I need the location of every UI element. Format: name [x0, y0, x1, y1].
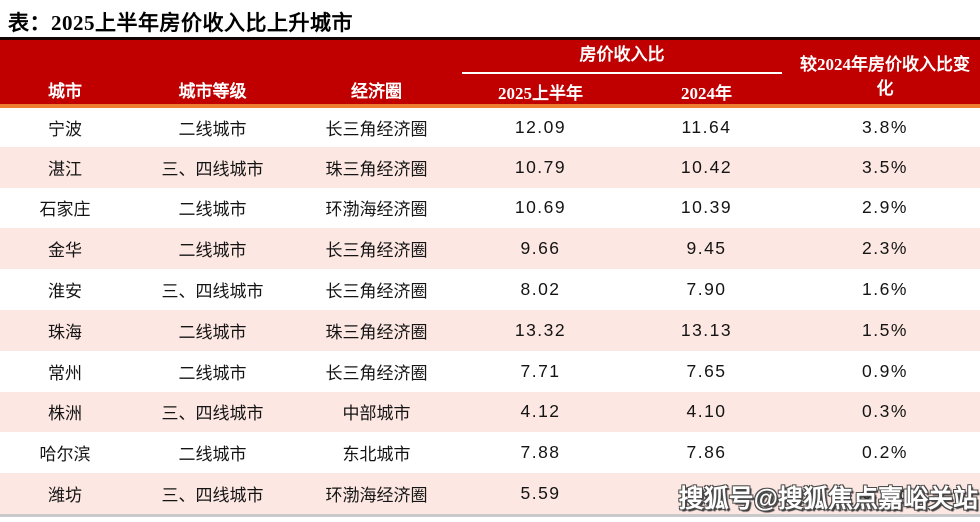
cell-ratio-2025: 4.12 [520, 401, 561, 422]
col-header-tier: 城市等级 [130, 40, 295, 108]
cell-city: 湛江 [48, 159, 82, 179]
table-row: 常州 二线城市 长三角经济圈 7.71 7.65 0.9% [0, 350, 980, 392]
cell-region: 长三角经济圈 [325, 282, 428, 302]
cell-ratio-2024: 13.13 [680, 319, 733, 340]
cell-tier: 三、四线城市 [161, 404, 264, 424]
change-header-label: 较2024年房价收入比变化 [800, 54, 970, 99]
table-title: 表：2025上半年房价收入比上升城市 [8, 11, 353, 35]
cell-region: 中部城市 [342, 404, 411, 424]
cell-tier: 三、四线城市 [161, 486, 264, 506]
cell-ratio-2025: 12.09 [514, 116, 567, 137]
data-table: 城市 城市等级 经济圈 房价收入比 较2024年房价收入比变化 2025上半年 … [0, 40, 980, 514]
cell-ratio-2024: 7.90 [686, 279, 727, 300]
table-row: 潍坊 三、四线城市 环渤海经济圈 5.59 5.58 0.2% [0, 473, 980, 514]
cell-ratio-2024: 10.39 [680, 197, 733, 218]
col-header-city: 城市 [0, 40, 130, 108]
table-row: 哈尔滨 二线城市 东北城市 7.88 7.86 0.2% [0, 432, 980, 474]
cell-change: 0.2% [862, 483, 908, 504]
cell-city: 宁波 [48, 119, 82, 139]
table-bottom-divider [0, 513, 980, 517]
ratio-group-label: 房价收入比 [462, 40, 782, 74]
table-body: 宁波 二线城市 长三角经济圈 12.09 11.64 3.8% 湛江 三、四线城… [0, 106, 980, 514]
table-row: 金华 二线城市 长三角经济圈 9.66 9.45 2.3% [0, 228, 980, 270]
cell-change: 2.3% [862, 238, 908, 259]
table-row: 石家庄 二线城市 环渤海经济圈 10.69 10.39 2.9% [0, 187, 980, 229]
cell-ratio-2024: 7.86 [686, 442, 727, 463]
cell-region: 珠三角经济圈 [325, 159, 428, 179]
cell-city: 淮安 [48, 282, 82, 302]
cell-change: 3.5% [862, 156, 908, 177]
cell-change: 0.9% [862, 360, 908, 381]
cell-region: 长三角经济圈 [325, 363, 428, 383]
cell-ratio-2025: 13.32 [514, 319, 567, 340]
cell-change: 1.6% [862, 279, 908, 300]
cell-ratio-2025: 7.88 [520, 442, 561, 463]
cell-city: 哈尔滨 [39, 445, 91, 465]
cell-city: 株洲 [48, 404, 82, 424]
cell-region: 环渤海经济圈 [325, 486, 428, 506]
col-header-change: 较2024年房价收入比变化 [790, 40, 980, 108]
cell-ratio-2025: 7.71 [520, 360, 561, 381]
cell-ratio-2024: 7.65 [686, 360, 727, 381]
cell-city: 珠海 [48, 322, 82, 342]
table-row: 淮安 三、四线城市 长三角经济圈 8.02 7.90 1.6% [0, 269, 980, 310]
cell-ratio-2025: 9.66 [520, 238, 561, 259]
cell-tier: 二线城市 [178, 119, 247, 139]
col-header-ratio-group: 房价收入比 [458, 40, 790, 76]
cell-ratio-2024: 11.64 [681, 116, 732, 137]
cell-ratio-2024: 9.45 [686, 238, 727, 259]
cell-change: 1.5% [862, 319, 908, 340]
col-header-2024: 2024年 [623, 76, 790, 108]
cell-change: 0.3% [862, 401, 908, 422]
cell-ratio-2024: 5.58 [686, 483, 727, 504]
cell-region: 东北城市 [342, 445, 411, 465]
cell-change: 2.9% [862, 197, 908, 218]
cell-change: 0.2% [862, 442, 908, 463]
table-row: 珠海 二线城市 珠三角经济圈 13.32 13.13 1.5% [0, 309, 980, 351]
cell-tier: 二线城市 [178, 363, 247, 383]
cell-region: 长三角经济圈 [325, 241, 428, 261]
col-header-region: 经济圈 [295, 40, 458, 108]
cell-tier: 二线城市 [178, 241, 247, 261]
table-row: 宁波 二线城市 长三角经济圈 12.09 11.64 3.8% [0, 106, 980, 147]
table-row: 湛江 三、四线城市 珠三角经济圈 10.79 10.42 3.5% [0, 146, 980, 188]
cell-city: 常州 [48, 363, 82, 383]
cell-city: 金华 [48, 241, 82, 261]
table-row: 株洲 三、四线城市 中部城市 4.12 4.10 0.3% [0, 391, 980, 433]
table-header: 城市 城市等级 经济圈 房价收入比 较2024年房价收入比变化 2025上半年 … [0, 40, 980, 108]
cell-tier: 二线城市 [178, 445, 247, 465]
cell-ratio-2024: 4.10 [686, 401, 727, 422]
data-table-block: 城市 城市等级 经济圈 房价收入比 较2024年房价收入比变化 2025上半年 … [0, 37, 980, 517]
cell-ratio-2024: 10.42 [680, 156, 733, 177]
cell-city: 石家庄 [39, 200, 91, 220]
cell-city: 潍坊 [48, 486, 82, 506]
cell-region: 珠三角经济圈 [325, 322, 428, 342]
cell-change: 3.8% [862, 116, 908, 137]
cell-region: 长三角经济圈 [325, 119, 428, 139]
cell-region: 环渤海经济圈 [325, 200, 428, 220]
cell-ratio-2025: 10.69 [514, 197, 567, 218]
cell-ratio-2025: 8.02 [520, 279, 561, 300]
cell-ratio-2025: 10.79 [514, 156, 567, 177]
cell-tier: 二线城市 [178, 200, 247, 220]
cell-ratio-2025: 5.59 [520, 483, 561, 504]
cell-tier: 三、四线城市 [161, 159, 264, 179]
cell-tier: 三、四线城市 [161, 282, 264, 302]
cell-tier: 二线城市 [178, 322, 247, 342]
col-header-2025h1: 2025上半年 [458, 76, 623, 108]
